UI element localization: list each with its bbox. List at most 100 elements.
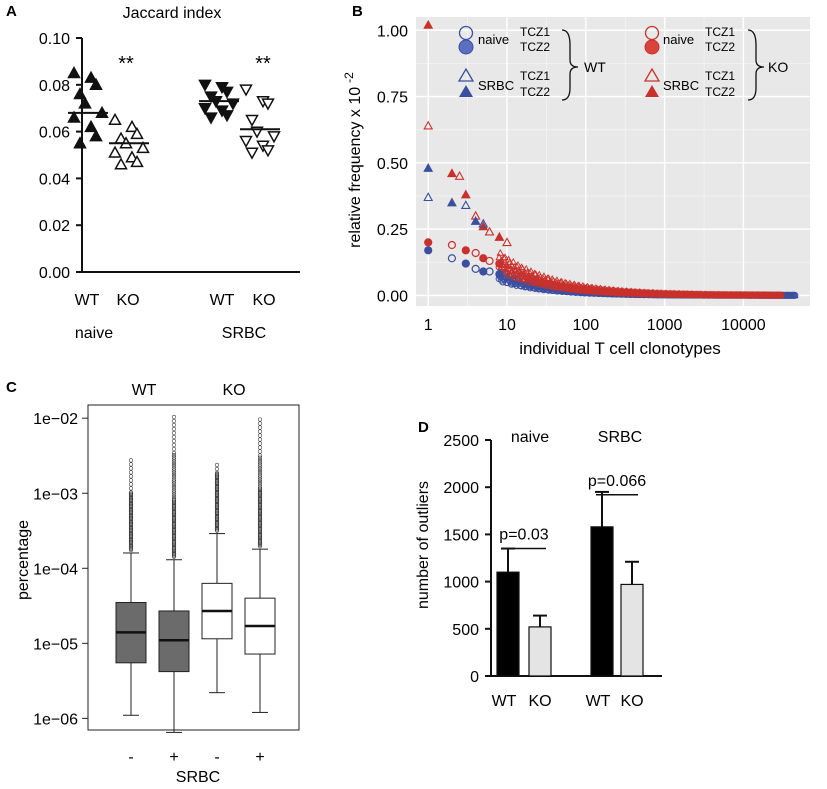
panel-c-outlier-point (257, 479, 263, 485)
panel-b-y-tick-label: 0.00 (377, 288, 408, 305)
panel-c-outlier-point (171, 457, 177, 462)
panel-b-y-axis-label: relative frequency x 10 -2 (342, 72, 364, 248)
panel-c-outlier-point (128, 470, 134, 475)
panel-b-legend: naive TCZ1 TCZ2 SRBC TCZ1 TCZ2 WT naive … (457, 25, 788, 101)
panel-c-outlier-point (257, 464, 263, 469)
legend-row-label: naive (478, 32, 509, 47)
panel-c-outlier-point (171, 490, 177, 495)
panel-c-outlier-point (257, 475, 263, 480)
panel-b-point (471, 248, 480, 258)
panel-c-y-axis-label: percentage (15, 520, 32, 600)
panel-a-point (84, 70, 98, 83)
panel-label-d: D (418, 419, 429, 436)
panel-d-outliers-bar-chart: 0 500 1000 1500 2000 2500 WT KO WT KO p=0.03 p=0.0… (415, 429, 662, 710)
panel-c-outlier-point (171, 486, 177, 491)
panel-c-outlier-point (257, 455, 263, 460)
panel-c-outlier-point (257, 462, 263, 467)
panel-a-cat-label: WT (75, 292, 100, 309)
panel-b-point (612, 287, 620, 295)
panel-b-point (511, 267, 520, 274)
panel-c-outlier-point (171, 475, 177, 480)
panel-b-x-tick-label: 100 (572, 317, 599, 334)
panel-c-outlier-point (128, 458, 134, 463)
panel-c-outlier-point (171, 481, 177, 486)
panel-c-y-tick-label: 1e−02 (33, 411, 78, 428)
panel-b-point (478, 221, 489, 231)
panel-c-box: + (244, 417, 276, 766)
panel-b-point (791, 291, 799, 299)
panel-b-point (454, 170, 465, 180)
panel-a-point (67, 66, 81, 79)
panel-d-y-axis-label: number of outliers (415, 481, 432, 609)
panel-b-point (599, 286, 607, 294)
panel-a-point (84, 119, 98, 133)
panel-c-outlier-point (171, 455, 177, 460)
panel-c-outlier-point (257, 468, 263, 474)
panel-d-y-tick-label: 1500 (443, 527, 479, 544)
panel-a-point (198, 79, 212, 92)
panel-a-point (245, 114, 259, 127)
panel-c-outlier-point (171, 483, 177, 489)
panel-a-y-tick-label: 0.08 (39, 78, 70, 95)
panel-d-x-tick-label: WT (492, 693, 517, 710)
panel-a-point (114, 157, 128, 170)
panel-c-outlier-point (171, 499, 177, 504)
panel-c-x-tick-label: + (255, 749, 264, 766)
panel-d-y-tick-label: 2500 (443, 433, 479, 450)
panel-b-point (642, 289, 651, 296)
panel-c-plot-frame (87, 404, 300, 731)
panel-c-outlier-point (257, 437, 263, 442)
panel-c-outlier-point (257, 453, 263, 458)
panel-d-y-tick-label: 1000 (443, 575, 479, 592)
panel-a-point (78, 96, 92, 109)
legend-group-label: WT (584, 59, 606, 75)
panel-b-point (461, 259, 470, 268)
panel-c-outlier-point (257, 429, 263, 434)
panel-c-outlier-point (171, 479, 177, 484)
panel-b-point (531, 270, 540, 277)
panel-c-outlier-point (214, 470, 220, 476)
panel-c-outlier-point (257, 441, 263, 446)
panel-b-point (446, 197, 457, 207)
panel-c-outlier-point (257, 460, 263, 465)
legend-sample-label: TCZ1 (705, 69, 735, 83)
panel-c-outlier-point (128, 466, 134, 471)
panel-c-outlier-point (171, 442, 177, 448)
panel-b-point (496, 248, 505, 256)
panel-c-outliers (214, 462, 220, 533)
panel-label-b: B (352, 3, 363, 20)
panel-b-point (495, 259, 504, 268)
panel-c-outlier-point (214, 462, 220, 468)
panel-c-group-label: KO (222, 382, 245, 399)
panel-d-bar (528, 626, 552, 677)
panel-c-outlier-point (171, 497, 177, 502)
panel-c-outlier-point (171, 488, 177, 493)
panel-b-point (485, 267, 494, 276)
legend-brace-ko (747, 29, 765, 101)
panel-a-y-tick-label: 0.00 (39, 265, 70, 282)
panel-c-outlier-point (128, 491, 134, 496)
panel-b-point (461, 246, 470, 255)
panel-b-y-axis-label-text: relative frequency x 10 -2 (342, 72, 364, 248)
panel-b-point (501, 253, 509, 261)
panel-b-point (494, 231, 505, 241)
panel-b-point (516, 268, 525, 275)
panel-b-point (424, 246, 433, 255)
panel-c-outlier-point (171, 430, 177, 436)
panel-a-point (125, 119, 139, 133)
panel-c-x-tick-label: + (169, 749, 178, 766)
panel-d-bar (620, 583, 644, 677)
panel-b-x-tick-label: 1 (424, 317, 433, 334)
panel-d-bar (496, 571, 520, 677)
panel-c-outlier-point (171, 459, 177, 464)
panel-a-jaccard-chart: Jaccard index 0.00 0.02 0.04 0.06 0.08 0.10 W… (39, 5, 300, 342)
legend-marker-wt-srbc-tcz2 (459, 85, 473, 97)
panel-a-cat-label: KO (116, 292, 139, 309)
panel-c-outlier-point (171, 438, 177, 444)
panel-c-outlier-point (257, 482, 263, 487)
panel-a-point (261, 145, 275, 158)
panel-c-outlier-point (128, 490, 134, 495)
panel-c-outlier-point (171, 466, 177, 471)
panel-c-outlier-point (171, 446, 177, 452)
